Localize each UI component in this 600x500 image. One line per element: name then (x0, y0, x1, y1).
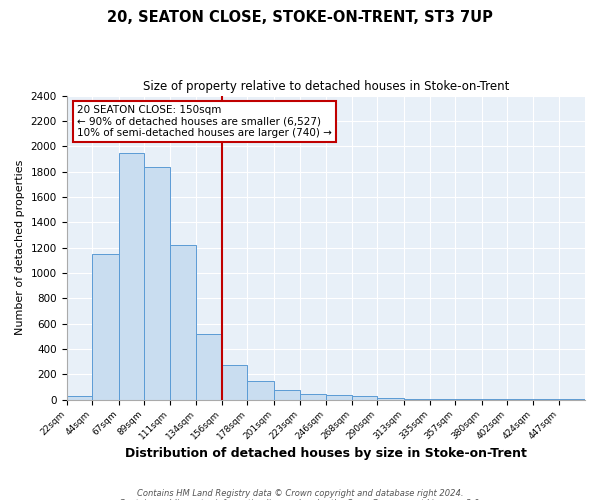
X-axis label: Distribution of detached houses by size in Stoke-on-Trent: Distribution of detached houses by size … (125, 447, 527, 460)
Bar (274, 390, 299, 400)
Bar (144, 166, 170, 400)
Bar (430, 399, 455, 400)
Bar (455, 399, 482, 400)
Bar (170, 245, 196, 400)
Y-axis label: Number of detached properties: Number of detached properties (15, 160, 25, 336)
Text: 20 SEATON CLOSE: 150sqm
← 90% of detached houses are smaller (6,527)
10% of semi: 20 SEATON CLOSE: 150sqm ← 90% of detache… (77, 104, 332, 138)
Bar (352, 396, 377, 400)
Bar (377, 398, 404, 400)
Bar (326, 395, 352, 400)
Bar (222, 366, 247, 400)
Bar (299, 394, 326, 400)
Title: Size of property relative to detached houses in Stoke-on-Trent: Size of property relative to detached ho… (143, 80, 509, 93)
Bar (247, 380, 274, 400)
Bar (119, 152, 144, 400)
Bar (404, 399, 430, 400)
Text: 20, SEATON CLOSE, STOKE-ON-TRENT, ST3 7UP: 20, SEATON CLOSE, STOKE-ON-TRENT, ST3 7U… (107, 10, 493, 25)
Bar (92, 254, 119, 400)
Text: Contains public sector information licensed under the Open Government Licence v3: Contains public sector information licen… (119, 498, 481, 500)
Bar (67, 396, 92, 400)
Text: Contains HM Land Registry data © Crown copyright and database right 2024.: Contains HM Land Registry data © Crown c… (137, 488, 463, 498)
Bar (196, 334, 222, 400)
